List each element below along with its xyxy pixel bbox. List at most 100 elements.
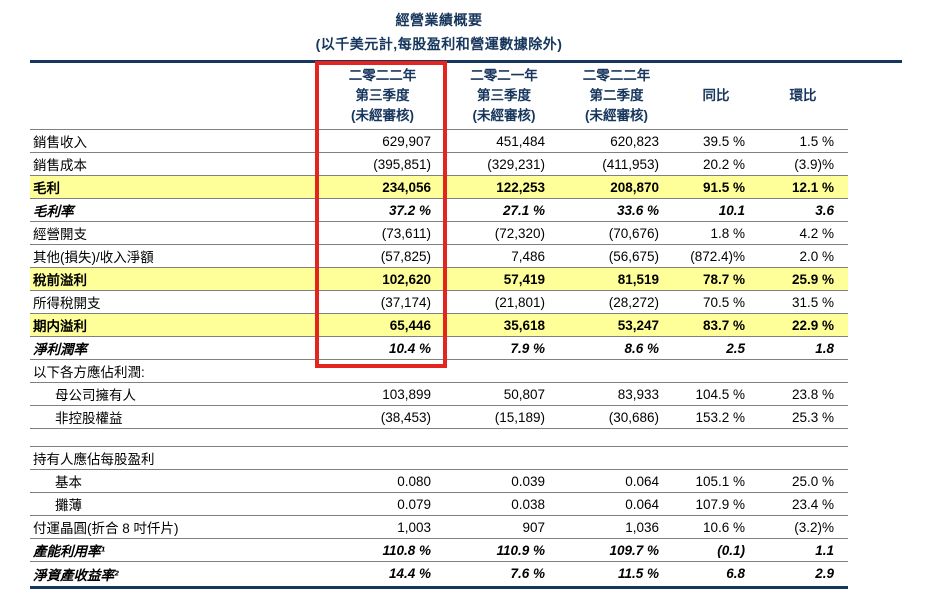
cell-value: 104.5 %	[695, 386, 745, 402]
cell-value: (72,320)	[494, 225, 545, 241]
cell-value: 31.5 %	[791, 294, 834, 310]
column-header-2022q3: 二零二二年 第三季度 (未經審核)	[317, 63, 448, 129]
column-header-line: 二零二二年	[348, 68, 417, 83]
cell-value: 12.1 %	[791, 179, 834, 195]
table-row: 經營開支 (73,611) (72,320) (70,676) 1.8 % 4.2 %	[30, 222, 848, 245]
cell-value: (395,851)	[373, 156, 431, 172]
cell-value: 91.5 %	[702, 179, 745, 195]
row-label: 稅前溢利	[33, 273, 87, 288]
cell-value: 2.9	[815, 566, 834, 581]
cell-value: 102,620	[382, 271, 431, 287]
cell-value: 110.8 %	[382, 542, 431, 558]
row-label: 毛利率	[33, 204, 74, 219]
cell-value: 22.9 %	[791, 317, 834, 333]
cell-value: 70.5 %	[702, 294, 745, 310]
row-label: 銷售收入	[33, 135, 87, 150]
cell-value: (872.4)%	[690, 248, 745, 264]
cell-value: 234,056	[382, 179, 431, 195]
cell-value: 7.9 %	[510, 340, 545, 356]
table-row: 銷售收入 629,907 451,484 620,823 39.5 % 1.5 %	[30, 130, 848, 153]
table-row: 攤薄 0.079 0.038 0.064 107.9 % 23.4 %	[30, 493, 848, 516]
cell-value: 0.064	[625, 473, 659, 489]
column-header-line: 二零二一年	[470, 68, 538, 83]
cell-value: 1.8 %	[710, 225, 745, 241]
table-row: 持有人應佔每股盈利	[30, 447, 848, 470]
cell-value: (70,676)	[608, 225, 659, 241]
table-row: 毛利率 37.2 % 27.1 % 33.6 % 10.1 3.6	[30, 199, 848, 222]
cell-value: (30,686)	[608, 409, 659, 425]
row-label: 其他(損失)/收入淨額	[33, 250, 154, 265]
cell-value: 14.4 %	[388, 566, 431, 581]
cell-value: 10.1	[718, 202, 745, 218]
column-header-2022q2: 二零二二年 第二季度 (未經審核)	[560, 63, 673, 129]
cell-value: 107.9 %	[695, 496, 745, 512]
table-row: 非控股權益 (38,453) (15,189) (30,686) 153.2 % 25.3…	[30, 406, 848, 429]
table-row: 其他(損失)/收入淨額 (57,825) 7,486 (56,675) (872.4)%…	[30, 245, 848, 268]
cell-value: (73,611)	[381, 225, 431, 241]
table-row: 期内溢利 65,446 35,618 53,247 83.7 % 22.9 %	[30, 314, 848, 337]
cell-value: 83.7 %	[702, 317, 745, 333]
cell-value: 53,247	[617, 317, 659, 333]
row-label: 所得稅開支	[33, 296, 101, 311]
cell-value: 0.080	[397, 473, 431, 489]
row-label: 非控股權益	[55, 411, 123, 426]
row-label: 持有人應佔每股盈利	[33, 452, 155, 467]
cell-value: (15,189)	[494, 409, 545, 425]
table-row: 淨利潤率 10.4 % 7.9 % 8.6 % 2.5 1.8	[30, 337, 848, 360]
column-header-line: 二零二二年	[582, 68, 651, 83]
cell-value: 7.6 %	[510, 566, 545, 581]
cell-value: 81,519	[617, 271, 659, 287]
page-title: 經營業績概要	[395, 12, 483, 28]
cell-value: 11.5 %	[617, 566, 659, 581]
cell-value: 10.6 %	[702, 519, 745, 535]
column-header-2021q3: 二零二一年 第三季度 (未經審核)	[448, 63, 560, 129]
cell-value: 50,807	[503, 386, 545, 402]
cell-value: 1.8	[815, 340, 834, 356]
cell-value: 25.3 %	[791, 409, 834, 425]
cell-value: 1.5 %	[799, 133, 834, 149]
cell-value: 907	[522, 519, 545, 535]
cell-value: 0.079	[397, 496, 431, 512]
column-header-line: 第三季度	[477, 88, 531, 103]
cell-value: (37,174)	[380, 294, 431, 310]
cell-value: 0.039	[511, 473, 545, 489]
cell-value: (329,231)	[487, 156, 545, 172]
cell-value: 3.6	[815, 202, 834, 218]
row-label: 淨資產收益率²	[33, 567, 119, 583]
table-row: 淨資產收益率² 14.4 % 7.6 % 11.5 % 6.8 2.9	[30, 562, 848, 585]
column-header-line: (未經審核)	[472, 108, 536, 123]
cell-value: 57,419	[503, 271, 545, 287]
table-row	[30, 429, 848, 447]
row-label: 產能利用率¹	[33, 544, 105, 559]
cell-value: (21,801)	[494, 294, 545, 310]
table-row: 母公司擁有人 103,899 50,807 83,933 104.5 % 23.8 %	[30, 383, 848, 406]
row-label: 毛利	[33, 181, 60, 196]
cell-value: 8.6 %	[624, 340, 659, 356]
row-label: 以下各方應佔利潤:	[33, 365, 145, 380]
row-label: 基本	[55, 475, 82, 490]
cell-value: 1,036	[625, 519, 659, 535]
row-label: 淨利潤率	[33, 342, 87, 357]
column-header-line: 第三季度	[355, 88, 410, 103]
cell-value: (57,825)	[380, 248, 431, 264]
cell-value: 4.2 %	[799, 225, 834, 241]
table-bottom-rule	[30, 586, 848, 589]
operating-results-table: 二零二二年 第三季度 (未經審核) 二零二一年 第三季度 (未經審核) 二零二二…	[30, 63, 848, 585]
cell-value: 122,253	[496, 179, 545, 195]
row-label: 經營開支	[33, 227, 87, 242]
cell-value: 1,003	[397, 519, 431, 535]
column-header-line: 第二季度	[589, 88, 644, 103]
cell-value: 10.4 %	[388, 340, 431, 356]
cell-value: 25.9 %	[791, 271, 834, 287]
cell-value: 208,870	[610, 179, 659, 195]
cell-value: 2.0 %	[799, 248, 834, 264]
cell-value: 629,907	[382, 133, 431, 149]
cell-value: 620,823	[610, 133, 659, 149]
cell-value: 35,618	[503, 317, 545, 333]
cell-value: 6.8	[726, 566, 745, 581]
column-header-line: (未經審核)	[585, 108, 648, 123]
cell-value: 25.0 %	[791, 473, 834, 489]
cell-value: 153.2 %	[695, 409, 745, 425]
cell-value: 0.064	[625, 496, 659, 512]
